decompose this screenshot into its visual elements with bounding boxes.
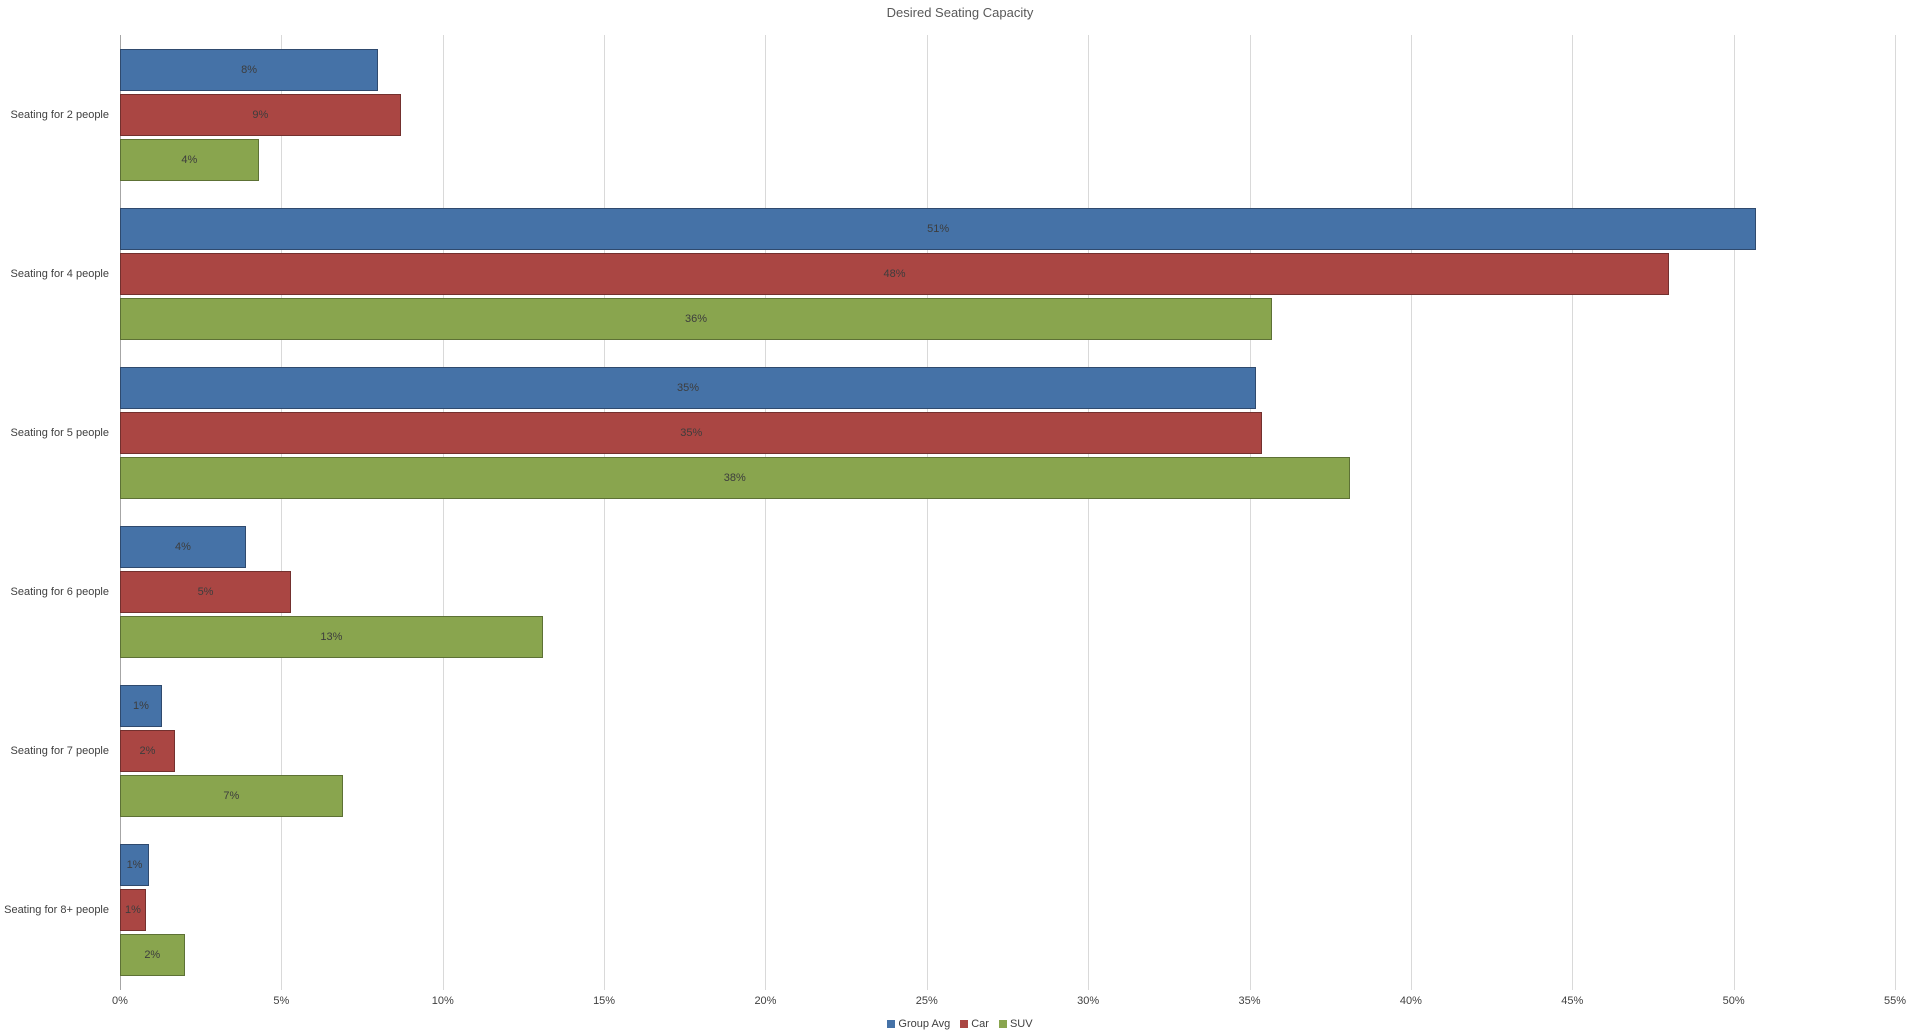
category-label: Seating for 8+ people bbox=[4, 904, 109, 917]
bar-suv: 13% bbox=[120, 616, 543, 659]
x-tick-label: 10% bbox=[431, 995, 454, 1007]
bar-value-label: 1% bbox=[133, 700, 149, 713]
bar-value-label: 36% bbox=[685, 312, 708, 325]
gridline bbox=[926, 35, 928, 990]
plot-area: 8% 9% 4% 51% 48% 36% 35% 35% 38% 4% 5% 13% 1% 2% 7% 1% 1… bbox=[120, 35, 1896, 990]
gridline bbox=[442, 35, 444, 990]
legend-swatch-icon bbox=[998, 1020, 1007, 1028]
x-tick-label: 30% bbox=[1077, 995, 1100, 1007]
bar-suv: 2% bbox=[120, 934, 185, 977]
bar-group: 35% 35% 38% bbox=[120, 353, 1895, 512]
bar-car: 5% bbox=[120, 571, 292, 614]
x-tick-label: 40% bbox=[1399, 995, 1422, 1007]
bar-suv: 38% bbox=[120, 456, 1350, 499]
x-tick-label: 20% bbox=[754, 995, 777, 1007]
gridline bbox=[1733, 35, 1735, 990]
category-label: Seating for 6 people bbox=[10, 586, 109, 599]
legend-swatch-icon bbox=[887, 1020, 896, 1028]
bar-value-label: 2% bbox=[139, 745, 156, 758]
bar-group-avg: 4% bbox=[120, 526, 246, 569]
bar-suv: 7% bbox=[120, 775, 343, 818]
bar-value-label: 48% bbox=[883, 267, 906, 280]
x-tick-label: 45% bbox=[1561, 995, 1584, 1007]
bar-group-avg: 51% bbox=[120, 207, 1757, 250]
y-axis-labels: Seating for 2 people Seating for 4 people… bbox=[0, 35, 113, 990]
bar-car: 9% bbox=[120, 93, 401, 136]
bar-value-label: 8% bbox=[241, 63, 258, 76]
legend-item-car: Car bbox=[960, 1018, 989, 1030]
legend-label: Car bbox=[971, 1018, 989, 1030]
bar-group: 51% 48% 36% bbox=[120, 194, 1895, 353]
legend-item-suv: SUV bbox=[998, 1018, 1033, 1030]
bar-group: 1% 2% 7% bbox=[120, 672, 1895, 831]
x-tick-label: 25% bbox=[915, 995, 938, 1007]
bar-value-label: 1% bbox=[124, 904, 141, 917]
category-label: Seating for 2 people bbox=[10, 108, 109, 121]
bar-value-label: 1% bbox=[126, 859, 143, 872]
x-tick-label: 35% bbox=[1238, 995, 1261, 1007]
gridline bbox=[1895, 35, 1896, 990]
bar-value-label: 9% bbox=[252, 108, 269, 121]
bar-group-avg: 35% bbox=[120, 366, 1256, 409]
bar-group-avg: 1% bbox=[120, 844, 150, 887]
bar-value-label: 4% bbox=[181, 153, 198, 166]
bar-group-avg: 8% bbox=[120, 48, 379, 91]
legend-swatch-icon bbox=[960, 1020, 969, 1028]
bar-value-label: 5% bbox=[197, 586, 214, 599]
bar-value-label: 2% bbox=[144, 949, 161, 962]
gridline bbox=[1410, 35, 1412, 990]
x-tick-label: 55% bbox=[1883, 995, 1907, 1007]
legend-label: Group Avg bbox=[898, 1018, 951, 1030]
bar-suv: 4% bbox=[120, 138, 259, 181]
chart-title: Desired Seating Capacity bbox=[886, 5, 1034, 20]
bar-car: 35% bbox=[120, 411, 1263, 454]
bar-value-label: 51% bbox=[927, 222, 950, 235]
gridline bbox=[1249, 35, 1251, 990]
bar-car: 2% bbox=[120, 730, 175, 773]
bar-value-label: 35% bbox=[680, 426, 703, 439]
bar-group: 8% 9% 4% bbox=[120, 35, 1895, 194]
legend-item-group-avg: Group Avg bbox=[887, 1018, 950, 1030]
bar-value-label: 7% bbox=[223, 790, 240, 803]
bar-group: 4% 5% 13% bbox=[120, 513, 1895, 672]
bar-group-avg: 1% bbox=[120, 685, 162, 728]
legend: Group Avg Car SUV bbox=[0, 1015, 1920, 1033]
x-axis: 0% 5% 10% 15% 20% 25% 30% 35% 40% 45% 50% 55% bbox=[112, 995, 1906, 1011]
gridline bbox=[281, 35, 283, 990]
bar-value-label: 35% bbox=[676, 381, 700, 394]
bar-group: 1% 1% 2% bbox=[120, 831, 1895, 990]
gridline bbox=[1088, 35, 1090, 990]
bar-value-label: 4% bbox=[174, 541, 191, 554]
category-label: Seating for 7 people bbox=[10, 745, 109, 758]
gridline bbox=[765, 35, 767, 990]
x-tick-label: 0% bbox=[112, 995, 128, 1007]
x-tick-label: 50% bbox=[1722, 995, 1745, 1007]
axis-baseline bbox=[120, 35, 121, 990]
bar-car: 48% bbox=[120, 252, 1670, 295]
x-tick-label: 5% bbox=[273, 995, 290, 1007]
x-tick-label: 15% bbox=[593, 995, 616, 1007]
bar-value-label: 13% bbox=[320, 631, 343, 644]
bar-car: 1% bbox=[120, 889, 146, 932]
category-label: Seating for 4 people bbox=[10, 267, 109, 280]
bar-suv: 36% bbox=[120, 297, 1273, 340]
category-label: Seating for 5 people bbox=[10, 426, 109, 439]
gridline bbox=[604, 35, 606, 990]
gridline bbox=[1572, 35, 1574, 990]
legend-label: SUV bbox=[1009, 1018, 1033, 1030]
bar-value-label: 38% bbox=[723, 471, 746, 484]
